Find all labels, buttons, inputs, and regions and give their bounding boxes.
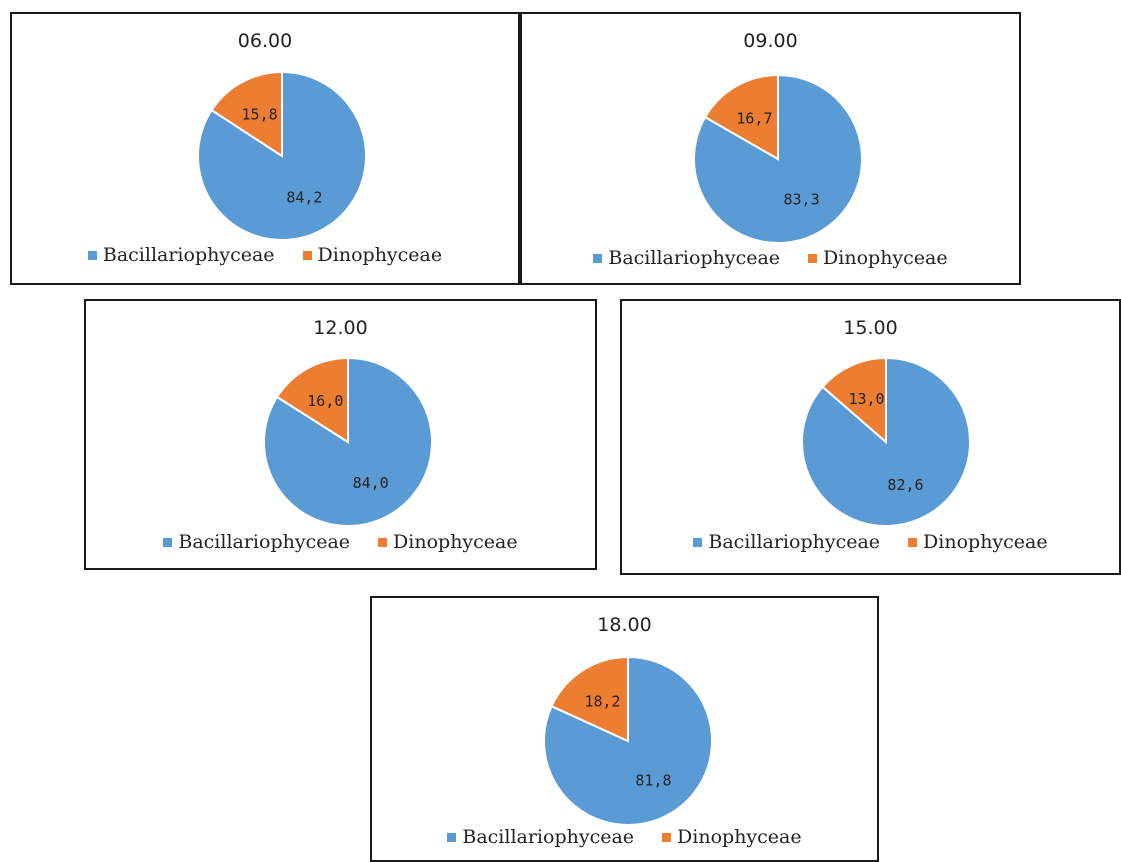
slice-value-label: 16,7 [736,109,772,127]
legend-label: Dinophyceae [393,531,518,553]
pie-slice-dinophyceae [821,356,887,445]
legend-item-dinophyceae: Dinophyceae [302,244,443,266]
pie-chart: 82,6 13,0 [801,356,971,527]
legend-item-bacillariophyceae: Bacillariophyceae [593,247,780,269]
legend-label: Dinophyceae [823,247,948,269]
legend-swatch-dinophyceae [662,832,672,842]
legend: Bacillariophyceae Dinophyceae [622,531,1119,553]
legend-item-bacillariophyceae: Bacillariophyceae [87,244,275,266]
legend-item-bacillariophyceae: Bacillariophyceae [163,531,350,553]
legend-item-dinophyceae: Dinophyceae [808,247,948,269]
legend-swatch-bacillariophyceae [447,832,457,842]
legend-label: Bacillariophyceae [462,826,635,848]
chart-title: 18.00 [597,614,652,636]
legend-item-bacillariophyceae: Bacillariophyceae [693,531,880,553]
legend-label: Dinophyceae [923,531,1048,553]
pie-chart: 84,0 16,0 [263,356,433,527]
pie-chart-panel-1500: 15.00 82,6 13,0 Bacillariophyceae Dinophy… [620,299,1121,575]
legend-item-dinophyceae: Dinophyceae [378,531,518,553]
legend: Bacillariophyceae Dinophyceae [12,244,518,266]
chart-title: 12.00 [313,317,368,339]
slice-value-label: 16,0 [307,392,343,410]
legend-swatch-dinophyceae [808,253,818,263]
legend-label: Bacillariophyceae [178,531,351,553]
legend-swatch-dinophyceae [908,537,918,547]
chart-title: 09.00 [743,30,798,52]
legend-swatch-dinophyceae [378,537,388,547]
legend-label: Dinophyceae [317,244,443,266]
legend-swatch-bacillariophyceae [593,253,603,263]
legend: Bacillariophyceae Dinophyceae [86,531,595,553]
slice-value-label: 84,2 [286,188,322,206]
slice-value-label: 18,2 [584,692,620,710]
legend-item-dinophyceae: Dinophyceae [662,826,802,848]
pie-chart-panel-0600: 06.00 84,2 15,8 Bacillariophyceae Dinophy… [10,12,520,285]
slice-value-label: 81,8 [635,772,671,790]
pie-slice-dinophyceae [275,356,349,444]
chart-title: 15.00 [843,317,898,339]
pie-chart-panel-1200: 12.00 84,0 16,0 Bacillariophyceae Dinophy… [84,299,597,570]
pie-chart: 84,2 15,8 [197,70,367,241]
legend-swatch-dinophyceae [302,250,312,260]
pie-slice-dinophyceae [210,70,283,158]
slice-value-label: 83,3 [784,191,820,209]
legend-swatch-bacillariophyceae [163,537,173,547]
legend-item-dinophyceae: Dinophyceae [908,531,1048,553]
legend-swatch-bacillariophyceae [87,250,97,260]
slice-value-label: 84,0 [353,474,389,492]
legend-label: Bacillariophyceae [102,244,275,266]
legend: Bacillariophyceae Dinophyceae [372,826,877,848]
slice-value-label: 13,0 [848,390,884,408]
slice-value-label: 82,6 [887,476,923,494]
legend-swatch-bacillariophyceae [693,537,703,547]
legend-label: Dinophyceae [677,826,802,848]
pie-slice-dinophyceae [550,655,629,743]
legend-label: Bacillariophyceae [708,531,881,553]
legend-label: Bacillariophyceae [608,247,781,269]
legend-item-bacillariophyceae: Bacillariophyceae [447,826,634,848]
chart-title: 06.00 [237,30,293,52]
pie-chart: 81,8 18,2 [543,655,713,826]
pie-chart-panel-0900: 09.00 83,3 16,7 Bacillariophyceae Dinophy… [520,12,1021,285]
legend: Bacillariophyceae Dinophyceae [522,247,1019,269]
slice-value-label: 15,8 [242,106,278,124]
pie-slice-dinophyceae [703,73,779,161]
pie-chart-panel-1800: 18.00 81,8 18,2 Bacillariophyceae Dinophy… [370,596,879,862]
pie-chart: 83,3 16,7 [693,73,863,244]
